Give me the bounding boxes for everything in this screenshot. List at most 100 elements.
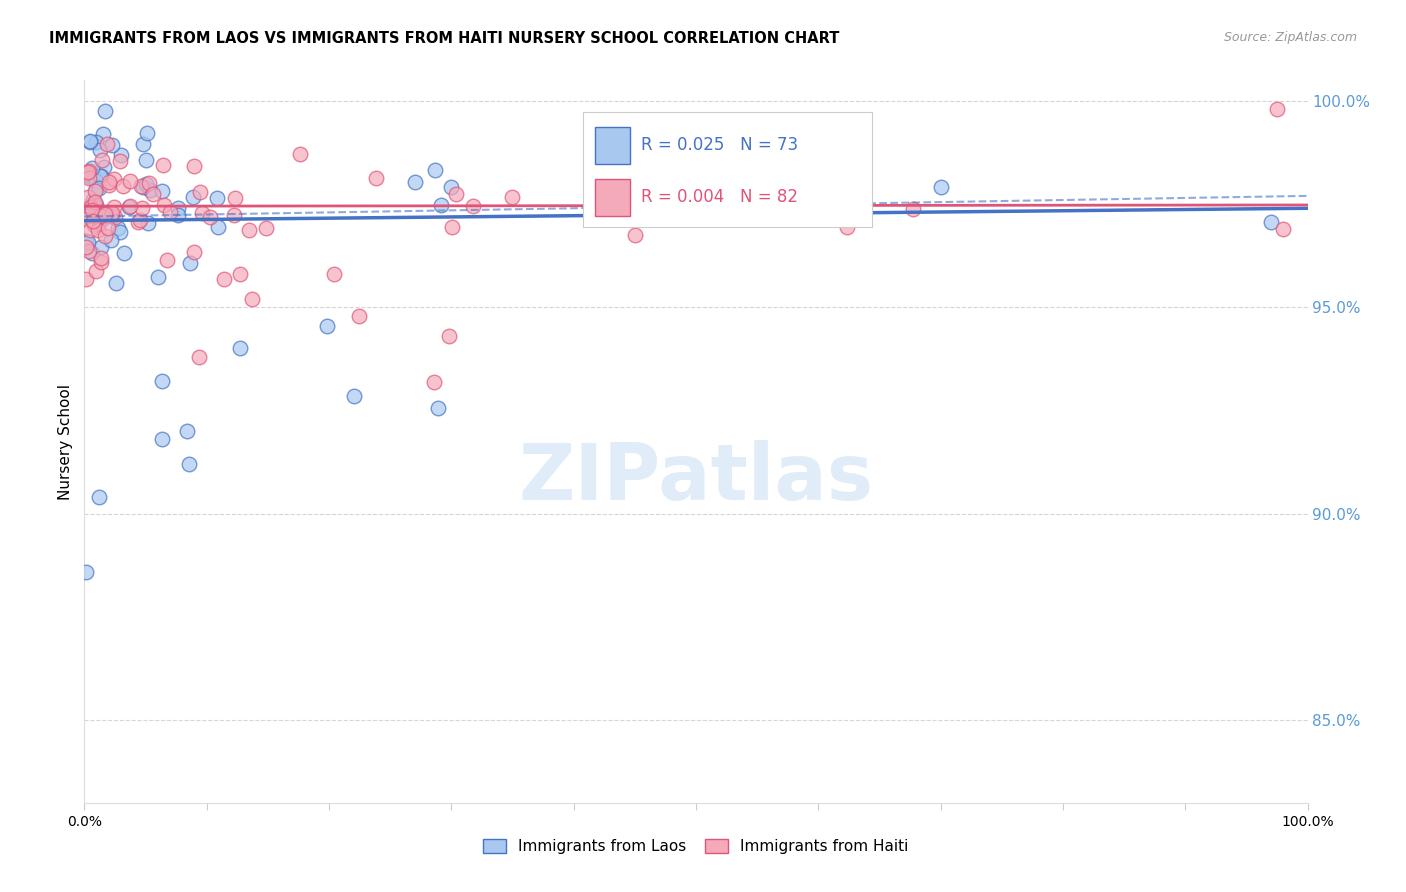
Point xyxy=(183,190,205,204)
Point xyxy=(112,179,135,194)
Point xyxy=(440,179,463,194)
Point xyxy=(83,195,105,210)
Point xyxy=(108,225,131,239)
Point xyxy=(107,221,129,235)
Point xyxy=(322,268,344,282)
Point xyxy=(177,457,200,471)
Point xyxy=(80,203,103,218)
Point xyxy=(75,240,97,254)
Point xyxy=(720,183,742,197)
Point xyxy=(150,184,173,198)
Point xyxy=(87,211,110,226)
Point xyxy=(343,389,366,403)
Point xyxy=(90,251,112,265)
Point xyxy=(315,319,337,334)
Point xyxy=(75,209,97,223)
Point xyxy=(87,206,110,220)
Point xyxy=(91,205,114,219)
Point xyxy=(89,169,111,183)
Point xyxy=(188,185,211,199)
Point xyxy=(1265,102,1288,116)
Point xyxy=(97,220,120,235)
Point xyxy=(101,138,124,153)
Point xyxy=(183,159,205,173)
Point xyxy=(86,223,108,237)
Point xyxy=(100,206,122,220)
Point xyxy=(75,201,97,215)
Point xyxy=(229,267,252,281)
Point xyxy=(159,205,181,219)
Legend: Immigrants from Laos, Immigrants from Haiti: Immigrants from Laos, Immigrants from Ha… xyxy=(477,832,915,860)
Point xyxy=(229,341,252,355)
Point xyxy=(127,215,149,229)
Point xyxy=(84,181,107,195)
Point xyxy=(104,276,127,290)
Point xyxy=(1260,214,1282,228)
Point xyxy=(76,165,98,179)
Point xyxy=(100,210,122,224)
Point xyxy=(461,199,484,213)
Point xyxy=(624,228,647,243)
Point xyxy=(139,183,162,197)
Point xyxy=(112,245,135,260)
Y-axis label: Nursery School: Nursery School xyxy=(58,384,73,500)
Point xyxy=(82,215,104,229)
Point xyxy=(82,214,104,228)
Point xyxy=(630,178,652,192)
Point xyxy=(82,161,104,176)
Point xyxy=(138,176,160,190)
Point xyxy=(75,234,97,248)
Point xyxy=(90,255,112,269)
Point xyxy=(176,424,198,438)
Point xyxy=(224,208,246,222)
Point xyxy=(254,220,277,235)
Point xyxy=(404,175,426,189)
Point xyxy=(93,228,115,243)
Point xyxy=(214,272,236,286)
Point xyxy=(240,292,263,306)
Point xyxy=(101,210,124,224)
Point xyxy=(118,200,141,214)
Point xyxy=(366,171,388,186)
Point xyxy=(79,134,101,148)
Point xyxy=(75,166,97,180)
Point xyxy=(110,147,132,161)
Point xyxy=(136,126,159,140)
Point xyxy=(446,187,468,202)
Point xyxy=(90,169,112,184)
Point xyxy=(87,490,110,504)
Point xyxy=(146,270,169,285)
Point xyxy=(97,175,120,189)
Text: Source: ZipAtlas.com: Source: ZipAtlas.com xyxy=(1223,31,1357,45)
Point xyxy=(89,181,111,195)
Point xyxy=(76,235,98,250)
Point xyxy=(90,212,112,227)
Point xyxy=(132,137,155,152)
Point xyxy=(87,212,110,227)
Point xyxy=(75,272,97,286)
Point xyxy=(84,197,107,211)
Point xyxy=(96,205,118,219)
Point xyxy=(82,193,104,207)
Point xyxy=(103,172,125,186)
Point xyxy=(426,401,449,416)
Point xyxy=(179,256,201,270)
Point xyxy=(80,246,103,260)
Point xyxy=(97,178,120,192)
Point xyxy=(91,127,114,141)
Point xyxy=(190,206,212,220)
Text: R = 0.004   N = 82: R = 0.004 N = 82 xyxy=(641,188,799,206)
Point xyxy=(84,264,107,278)
Point xyxy=(136,216,159,230)
Bar xyxy=(595,127,630,164)
Point xyxy=(94,103,117,118)
Point xyxy=(93,210,115,224)
Point xyxy=(83,184,105,198)
Point xyxy=(152,158,174,172)
Point xyxy=(104,210,127,224)
Bar xyxy=(595,178,630,216)
Point xyxy=(224,191,246,205)
Point xyxy=(84,135,107,149)
Point xyxy=(84,174,107,188)
Point xyxy=(200,210,222,224)
